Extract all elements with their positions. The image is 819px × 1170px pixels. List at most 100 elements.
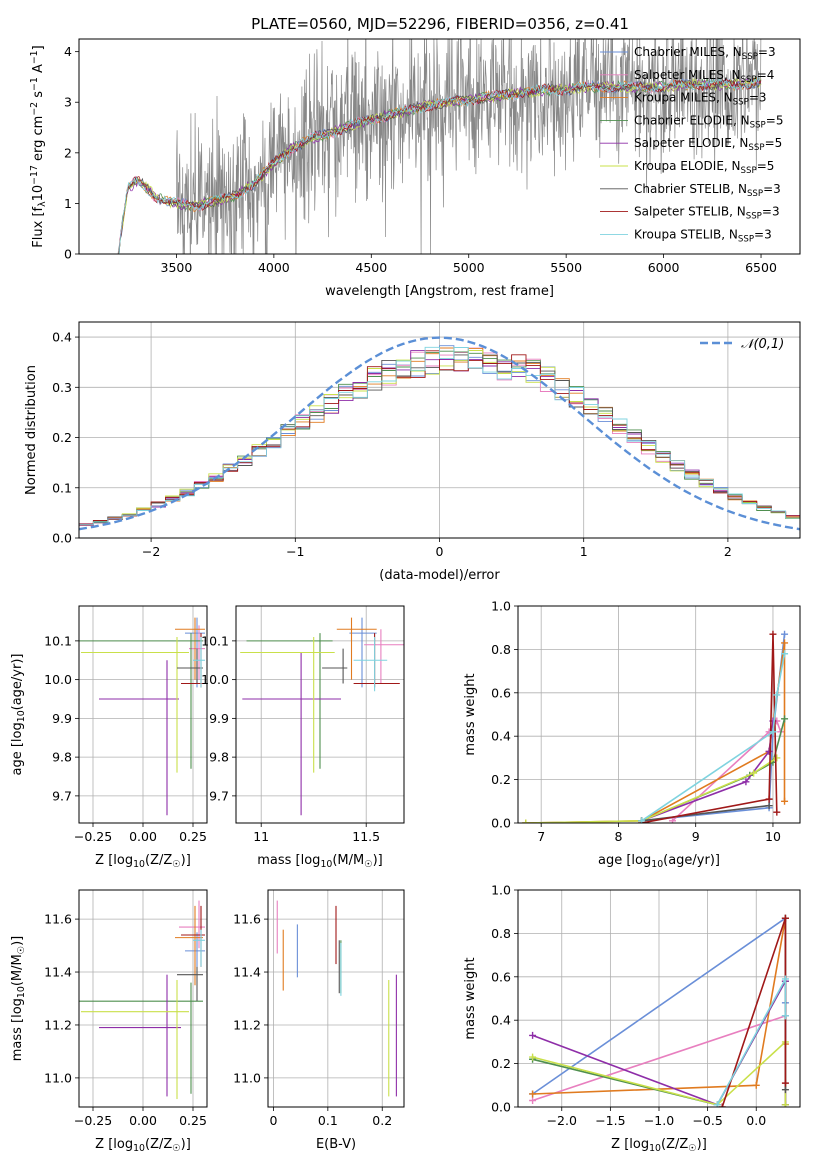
x-tick-label: 0 — [269, 1113, 277, 1128]
axes-frame — [517, 889, 801, 1108]
series-marker — [781, 1086, 789, 1094]
x-tick-label: 7 — [537, 829, 545, 844]
series-marker — [765, 802, 773, 810]
series-marker — [781, 975, 789, 983]
y-tick-label: 1.0 — [491, 599, 511, 614]
series-line — [641, 634, 778, 823]
x-tick-label: 0.25 — [179, 1113, 207, 1128]
errorbar-kroupa-miles — [175, 617, 205, 680]
y-tick-label: 9.7 — [209, 788, 229, 803]
x-axis-label: mass [log10(M/M☉)] — [257, 853, 383, 870]
series-kroupa-stelib — [713, 975, 789, 1107]
series-line — [525, 757, 778, 823]
y-tick-label: 9.9 — [52, 711, 72, 726]
axes-frame — [78, 889, 208, 1108]
legend-label-chabrier-elodie: Chabrier ELODIE, NSSP=5 — [634, 113, 783, 130]
legend-label-kroupa-miles: Kroupa MILES, NSSP=3 — [634, 91, 767, 108]
y-tick-label: 0.3 — [52, 380, 72, 395]
x-tick-label: −2.0 — [547, 1113, 577, 1128]
panel-age-vs-Z: −0.25 0.00 0.25 9.7 9.8 9.9 10.0 10.1 age [log10… — [10, 605, 208, 870]
y-tick-label: 4 — [64, 44, 72, 59]
series-kroupa-miles — [522, 639, 789, 823]
y-tick-label: 0.0 — [52, 531, 72, 546]
x-axis-label: Z [log10(Z/Z☉)] — [95, 1137, 191, 1154]
y-tick-label: 0.4 — [491, 1013, 511, 1028]
axes-frame — [235, 605, 405, 824]
errorbar-kroupa-stelib — [353, 637, 388, 692]
plot-area — [79, 617, 205, 816]
series-marker — [752, 1081, 760, 1089]
errorbar-kroupa-miles — [175, 905, 203, 986]
y-tick-label: 9.8 — [209, 750, 229, 765]
series-marker — [781, 914, 789, 922]
plot-area — [522, 630, 789, 823]
plot-area — [529, 914, 789, 1107]
legend-label-chabrier-miles: Chabrier MILES, NSSP=3 — [634, 45, 776, 62]
plot-area — [240, 617, 404, 816]
y-tick-label: 10.1 — [201, 633, 229, 648]
y-tick-label: 11.6 — [233, 912, 261, 927]
observed-spectrum — [117, 39, 762, 254]
series-marker — [773, 691, 781, 699]
y-tick-label: 11.2 — [233, 1017, 261, 1032]
x-tick-label: 5500 — [550, 260, 582, 275]
y-tick-label: 10.0 — [44, 672, 72, 687]
panel-age-vs-mass: 11 11.5 9.7 9.8 9.9 10.0 10.1 mass [log10(M/M☉)… — [201, 605, 405, 870]
errorbar-chabrier-elodie — [246, 633, 333, 769]
series-marker — [781, 715, 789, 723]
x-tick-label: −0.25 — [74, 1113, 112, 1128]
y-tick-label: 9.9 — [209, 711, 229, 726]
x-tick-label: 2 — [724, 544, 732, 559]
errorbar-chabrier-elodie — [79, 633, 203, 769]
series-marker — [781, 1101, 789, 1107]
series-marker — [781, 650, 789, 658]
series-chabrier-miles — [638, 630, 789, 823]
legend-label-salpeter-miles: Salpeter MILES, NSSP=4 — [634, 68, 774, 85]
errorbar-kroupa-elodie — [240, 637, 335, 773]
y-tick-label: 0.6 — [491, 969, 511, 984]
x-tick-label: 0.00 — [129, 829, 157, 844]
series-marker — [781, 630, 789, 638]
x-tick-label: −2 — [142, 544, 160, 559]
series-marker — [742, 778, 750, 786]
series-marker — [781, 639, 789, 647]
axes-frame — [78, 605, 208, 824]
x-tick-label: 10 — [765, 829, 781, 844]
series-marker — [781, 1012, 789, 1020]
x-tick-label: 0.1 — [318, 1113, 338, 1128]
axes: −2 −1 0 1 2 0.0 0.1 0.2 0.3 0.4 Normed distributio… — [24, 321, 801, 583]
y-tick-label: 11.0 — [233, 1070, 261, 1085]
series-marker — [769, 728, 777, 736]
x-axis-label: Z [log10(Z/Z☉)] — [611, 1137, 707, 1154]
axes: 7 8 9 10 0.0 0.2 0.4 0.6 0.8 1.0 mass weight age [l… — [463, 599, 801, 870]
series-marker — [529, 1090, 537, 1098]
series-marker — [529, 1031, 537, 1039]
y-tick-label: 10.1 — [44, 633, 72, 648]
y-tick-label: 1.0 — [491, 883, 511, 898]
errorbar-salpeter-elodie — [242, 652, 341, 816]
axes-frame — [78, 321, 801, 539]
y-tick-label: 0 — [64, 247, 72, 262]
panel-weight-vs-Z: −2.0 −1.5 −1.0 −0.5 0.0 0.0 0.2 0.4 0.6 0.8 1.0 mas… — [463, 883, 801, 1154]
grid-lines — [79, 890, 207, 1107]
y-tick-label: 0.2 — [491, 772, 511, 787]
series-marker — [529, 1096, 537, 1104]
y-axis-label: Flux [fλ10−17 erg cm−2 s−1 A−1] — [29, 45, 48, 247]
x-tick-label: 0.0 — [746, 1113, 766, 1128]
x-tick-label: −0.5 — [692, 1113, 722, 1128]
x-tick-label: 6000 — [648, 260, 680, 275]
y-axis-label: mass weight — [463, 673, 478, 755]
axes: −0.25 0.00 0.25 9.7 9.8 9.9 10.0 10.1 age [log10… — [10, 605, 208, 870]
series-marker — [669, 817, 677, 823]
series-marker — [773, 754, 781, 762]
x-tick-label: 6500 — [745, 260, 777, 275]
x-tick-label: 1 — [580, 544, 588, 559]
y-axis-label: age [log10(age/yr)] — [10, 654, 27, 776]
legend-label-kroupa-stelib: Kroupa STELIB, NSSP=3 — [634, 227, 772, 244]
series-marker — [765, 795, 773, 803]
axes-frame — [517, 605, 801, 824]
x-tick-label: −1.0 — [644, 1113, 674, 1128]
series-marker — [713, 1101, 721, 1107]
figure-title: PLATE=0560, MJD=52296, FIBERID=0356, z=0… — [251, 15, 629, 33]
